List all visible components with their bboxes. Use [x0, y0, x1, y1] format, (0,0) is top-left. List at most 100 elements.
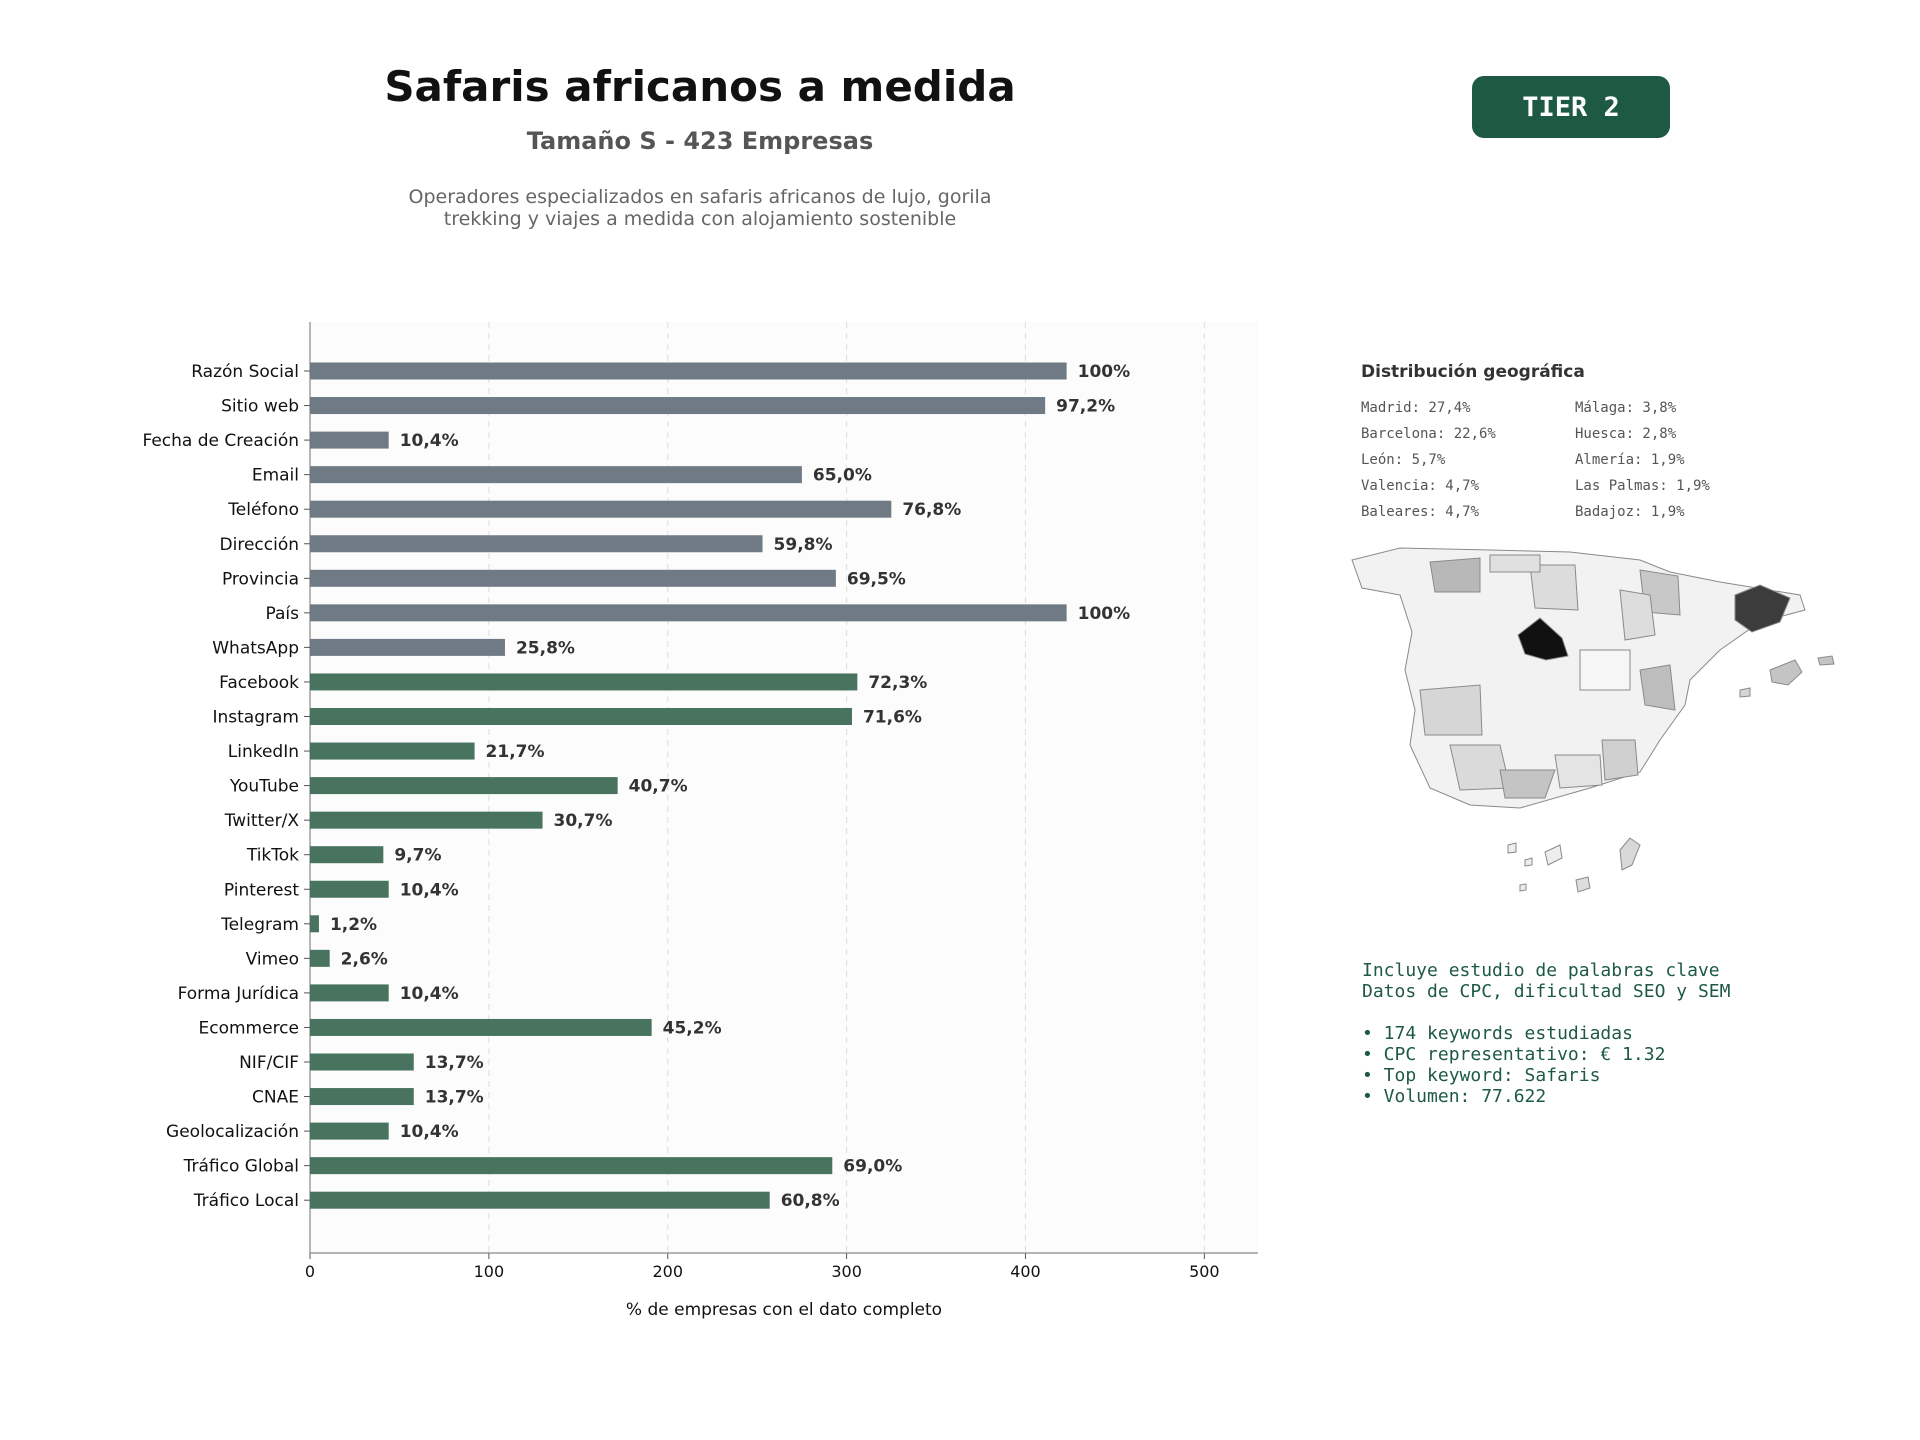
- keywords-line-2: Datos de CPC, dificultad SEO y SEM: [1362, 981, 1731, 1002]
- category-label: CNAE: [252, 1088, 299, 1108]
- bar: [310, 673, 858, 691]
- keywords-panel: Incluye estudio de palabras clave Datos …: [1362, 960, 1730, 1107]
- geo-entry: Valencia: 4,7%: [1361, 478, 1480, 494]
- x-tick-label: 400: [1010, 1262, 1041, 1281]
- map-region-hierro: [1519, 883, 1527, 892]
- bar: [310, 1157, 833, 1175]
- description: Operadores especializados en safaris afr…: [0, 186, 1400, 230]
- map-region-asturias: [1489, 554, 1541, 573]
- x-tick-label: 0: [305, 1262, 315, 1281]
- bar-value-label: 1,2%: [330, 915, 377, 935]
- geo-entry: Huesca: 2,8%: [1575, 426, 1677, 442]
- bar-value-label: 65,0%: [813, 466, 872, 486]
- category-label: Tráfico Local: [193, 1191, 299, 1211]
- bar: [310, 604, 1067, 622]
- bar: [310, 742, 475, 760]
- category-label: LinkedIn: [228, 742, 299, 762]
- bar-value-label: 13,7%: [425, 1053, 484, 1073]
- category-label: Teléfono: [227, 500, 299, 520]
- keyword-bullet: • Top keyword: Safaris: [1362, 1065, 1601, 1086]
- map-region-valencia: [1639, 664, 1676, 711]
- bar: [310, 535, 763, 553]
- bar: [310, 811, 543, 829]
- category-label: NIF/CIF: [239, 1053, 299, 1073]
- category-label: Dirección: [220, 535, 299, 555]
- geo-title: Distribución geográfica: [1361, 362, 1585, 382]
- category-label: Facebook: [219, 673, 299, 693]
- category-label: Fecha de Creación: [142, 431, 299, 451]
- bar-value-label: 10,4%: [400, 1122, 459, 1142]
- bar: [310, 500, 892, 518]
- bar-value-label: 69,0%: [843, 1157, 902, 1177]
- map-region-badajoz: [1419, 684, 1483, 736]
- bar: [310, 362, 1067, 380]
- map-region-leon: [1429, 557, 1481, 593]
- x-tick-label: 500: [1189, 1262, 1220, 1281]
- geo-entry: Las Palmas: 1,9%: [1575, 478, 1710, 494]
- bar-value-label: 10,4%: [400, 880, 459, 900]
- category-label: Geolocalización: [166, 1122, 299, 1142]
- map-region-baleares: [1769, 659, 1803, 686]
- category-label: País: [266, 604, 300, 624]
- bar: [310, 466, 802, 484]
- bar-value-label: 76,8%: [902, 500, 961, 520]
- map-region-palma: [1507, 842, 1517, 854]
- category-label: TikTok: [246, 846, 299, 866]
- bar: [310, 1191, 770, 1209]
- bar: [310, 397, 1046, 415]
- bar-value-label: 2,6%: [341, 949, 388, 969]
- map-region-burgos: [1529, 564, 1579, 611]
- map-region-las-palmas: [1619, 837, 1641, 871]
- map-region-tenerife: [1544, 844, 1563, 866]
- bar-value-label: 21,7%: [486, 742, 545, 762]
- map-region-gran-canaria: [1575, 876, 1591, 893]
- category-label: Ecommerce: [199, 1018, 300, 1038]
- category-label: Provincia: [222, 569, 299, 589]
- bar-value-label: 59,8%: [774, 535, 833, 555]
- bar-value-label: 10,4%: [400, 984, 459, 1004]
- map-region-cuenca: [1579, 649, 1631, 691]
- category-label: Telegram: [220, 915, 299, 935]
- geo-entry: Málaga: 3,8%: [1575, 400, 1677, 416]
- bar: [310, 1088, 414, 1106]
- bar-value-label: 45,2%: [663, 1018, 722, 1038]
- page-subtitle: Tamaño S - 423 Empresas: [526, 127, 874, 155]
- map-region-barcelona: [1734, 584, 1791, 633]
- map-region-ibiza: [1739, 687, 1751, 698]
- category-label: Tráfico Global: [183, 1157, 299, 1177]
- keyword-bullet: • 174 keywords estudiadas: [1362, 1023, 1633, 1044]
- map-region-almeria: [1601, 739, 1639, 781]
- bar: [310, 777, 618, 795]
- category-label: Pinterest: [224, 880, 299, 900]
- bar-value-label: 10,4%: [400, 431, 459, 451]
- category-label: Vimeo: [246, 949, 299, 969]
- geo-entry: León: 5,7%: [1361, 452, 1446, 468]
- x-tick-label: 300: [831, 1262, 862, 1281]
- bar-value-label: 72,3%: [868, 673, 927, 693]
- map-region-menorca: [1817, 655, 1835, 666]
- bar-value-label: 100%: [1078, 604, 1131, 624]
- bar-value-label: 100%: [1078, 362, 1131, 382]
- bar-value-label: 60,8%: [781, 1191, 840, 1211]
- bar-value-label: 71,6%: [863, 708, 922, 728]
- geo-entry: Badajoz: 1,9%: [1575, 504, 1685, 520]
- x-tick-label: 100: [474, 1262, 505, 1281]
- geo-entry: Barcelona: 22,6%: [1361, 426, 1496, 442]
- category-label: Forma Jurídica: [178, 984, 299, 1004]
- bar: [310, 1018, 652, 1036]
- x-tick-label: 200: [652, 1262, 683, 1281]
- bar: [310, 949, 330, 967]
- page-title: Safaris africanos a medida: [384, 62, 1016, 111]
- category-label: Email: [252, 466, 299, 486]
- completeness-bar-chart: 0 100 200 300 400 500 Razón Social 100% Sitio we…: [142, 322, 1258, 1320]
- category-label: YouTube: [229, 777, 299, 797]
- bar: [310, 1053, 414, 1071]
- bar: [310, 880, 389, 898]
- bar: [310, 569, 836, 587]
- description-line-1: Operadores especializados en safaris afr…: [408, 186, 992, 208]
- description-line-2: trekking y viajes a medida con alojamien…: [443, 208, 957, 230]
- map-region-gomera: [1524, 857, 1533, 867]
- map-region-malaga: [1499, 769, 1556, 799]
- tier-badge: TIER 2: [1472, 76, 1670, 138]
- bar-value-label: 69,5%: [847, 569, 906, 589]
